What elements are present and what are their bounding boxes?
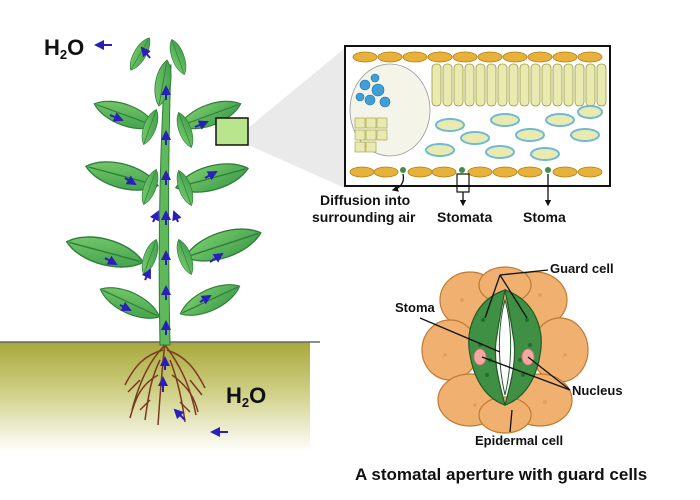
diagram-caption: A stomatal aperture with guard cells — [355, 465, 648, 484]
vascular-bundle — [349, 63, 431, 157]
stoma-leaf-label: Stoma — [523, 209, 566, 225]
stomata-label: Stomata — [437, 209, 493, 225]
soil — [0, 341, 320, 452]
epidermal-cell-label: Epidermal cell — [475, 433, 564, 448]
leaf-cross-section — [344, 45, 611, 187]
nucleus-label: Nucleus — [572, 383, 623, 398]
aperture-pointers — [419, 269, 571, 433]
stem — [158, 64, 172, 346]
water-flow-arrows — [94, 40, 228, 437]
soil-water-label: H2O — [226, 383, 267, 410]
zoom-indicator — [215, 48, 345, 188]
stoma-label: Stoma — [395, 300, 435, 315]
stomatal-aperture — [421, 266, 589, 434]
cross-section-pointers — [391, 173, 552, 207]
guard-cell-label: Guard cell — [550, 261, 614, 276]
water-vapor-label: H2O — [44, 35, 85, 62]
diffusion-label: Diffusion into surrounding air — [312, 192, 416, 225]
